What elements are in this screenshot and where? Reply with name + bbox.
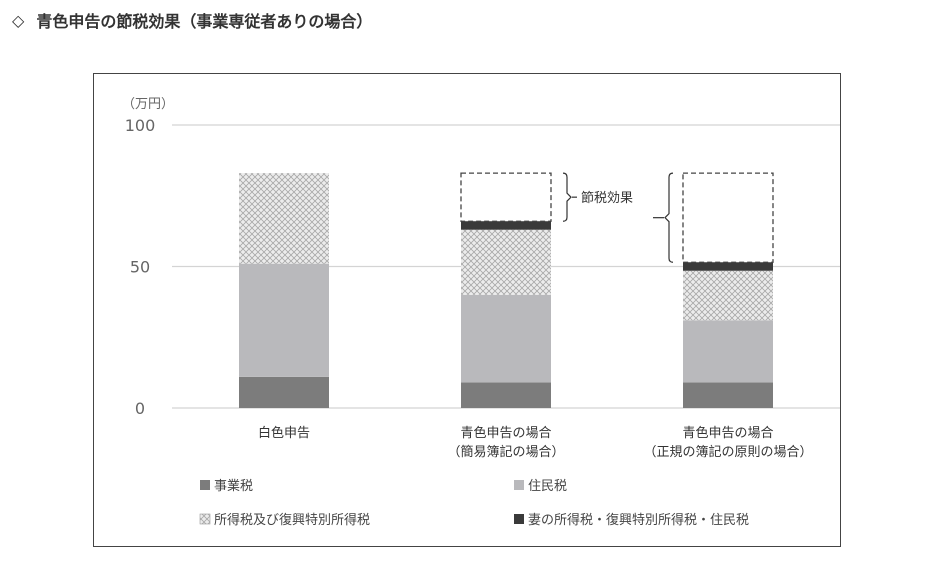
bar-segment-business_tax xyxy=(239,376,329,408)
y-axis-unit: （万円） xyxy=(122,97,174,112)
bar-segment-resident_tax xyxy=(239,263,329,377)
category-label: 白色申告 xyxy=(258,425,310,441)
legend-label: 所得税及び復興特別所得税 xyxy=(214,512,370,528)
chart-title: 青色申告の節税効果（事業専従者ありの場合） xyxy=(36,12,373,31)
legend-label: 事業税 xyxy=(214,478,253,494)
chart-heading: ◇ 青色申告の節税効果（事業専従者ありの場合） xyxy=(12,8,372,32)
bar-segment-spouse_tax xyxy=(683,262,773,271)
category-label: 青色申告の場合 xyxy=(460,425,551,441)
savings-dashed-box xyxy=(682,172,774,263)
savings-bracket xyxy=(562,172,572,222)
chart-frame xyxy=(93,73,841,547)
diamond-icon: ◇ xyxy=(12,10,25,30)
legend-label: 住民税 xyxy=(528,479,567,494)
bar-segment-business_tax xyxy=(683,382,773,408)
bar-segment-resident_tax xyxy=(683,320,773,383)
bar-segment-income_tax xyxy=(239,173,329,264)
savings-bracket xyxy=(664,172,674,263)
category-label: 青色申告の場合 xyxy=(682,425,773,441)
bar-segment-income_tax xyxy=(461,229,551,295)
legend-swatch-business_tax xyxy=(200,480,210,490)
bar-segment-business_tax xyxy=(461,382,551,408)
legend-swatch-spouse_tax xyxy=(514,514,524,524)
category-label: （正規の簿記の原則の場合） xyxy=(643,444,812,460)
savings-dashed-box xyxy=(460,172,552,222)
bar-segment-resident_tax xyxy=(461,294,551,383)
bar-segment-income_tax xyxy=(683,270,773,321)
legend-swatch-resident_tax xyxy=(514,480,524,490)
y-tick-label: 0 xyxy=(135,399,145,418)
bar-segment-spouse_tax xyxy=(461,221,551,230)
category-label: （簡易簿記の場合） xyxy=(447,444,564,460)
legend-swatch-income_tax xyxy=(199,513,211,525)
legend-label: 妻の所得税・復興特別所得税・住民税 xyxy=(528,512,749,528)
y-tick-label: 50 xyxy=(130,258,150,277)
savings-annotation: 節税効果 xyxy=(581,191,633,206)
y-tick-label: 100 xyxy=(125,116,156,135)
